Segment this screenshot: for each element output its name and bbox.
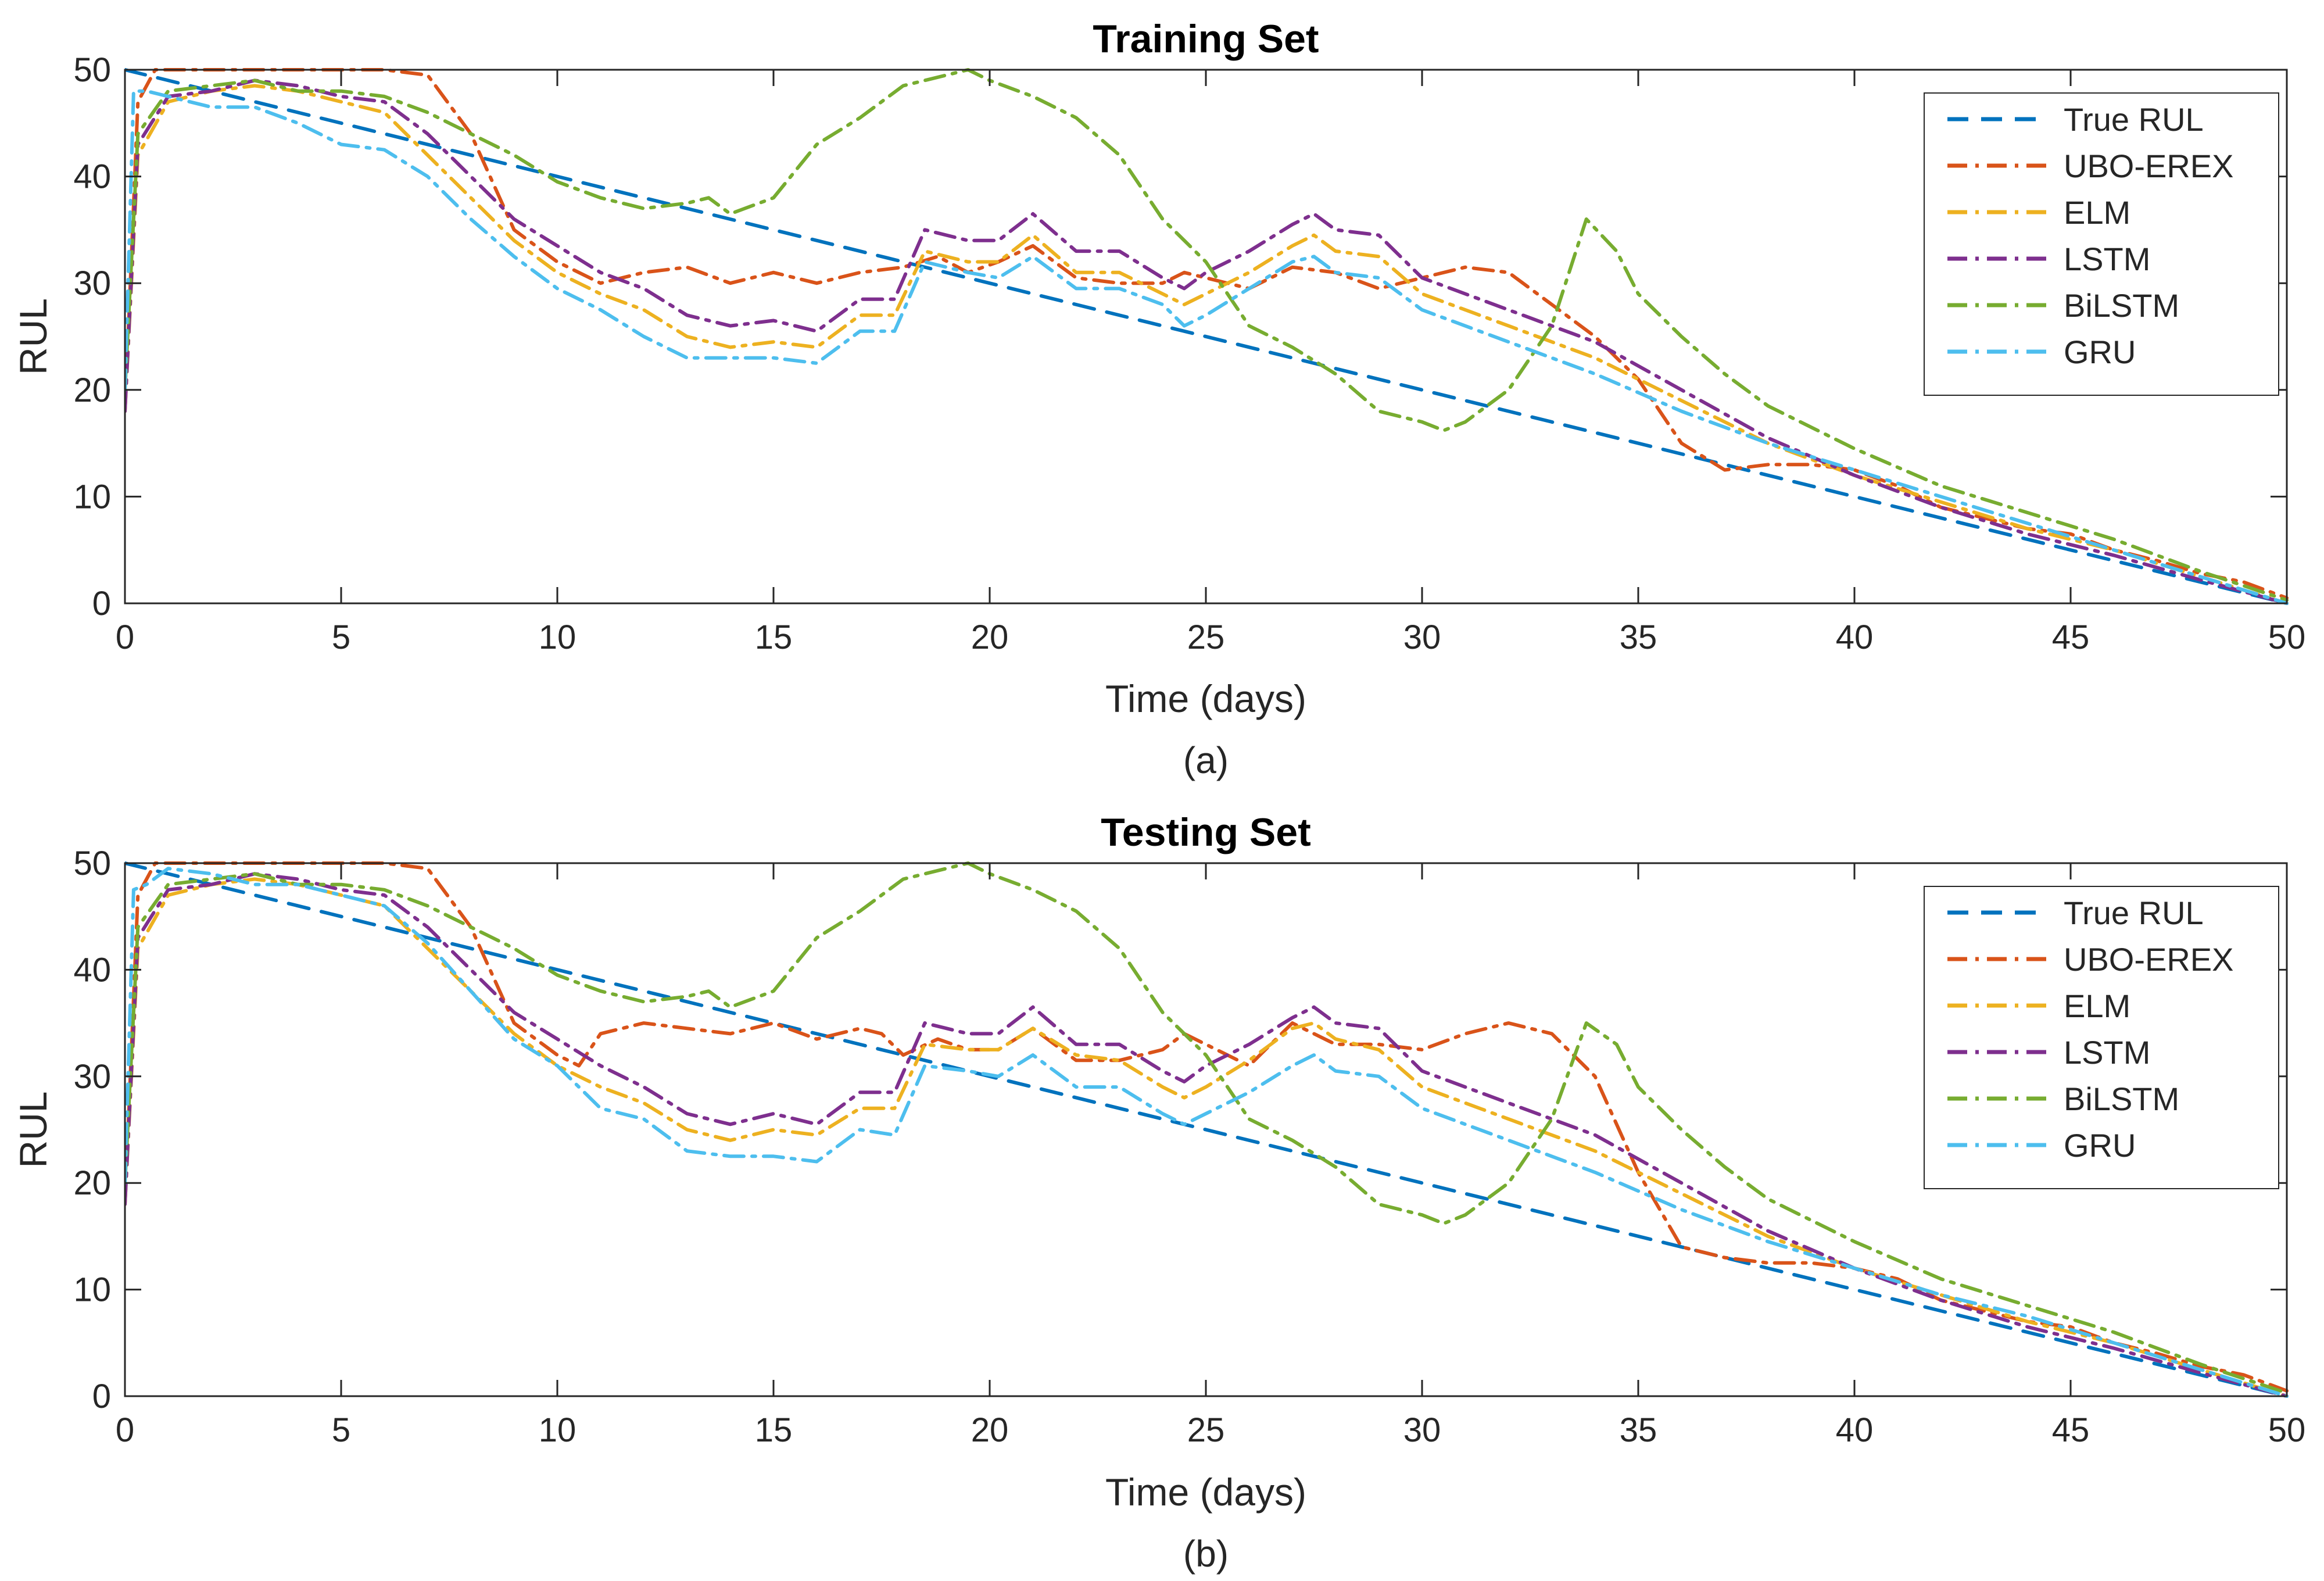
legend-entry: GRU (2064, 334, 2136, 370)
x-tick-label: 30 (1403, 1411, 1441, 1449)
legend-entry: BiLSTM (2064, 1081, 2179, 1117)
legend-entry: LSTM (2064, 1034, 2150, 1071)
x-tick-label: 20 (971, 1411, 1009, 1449)
x-tick-label: 5 (332, 618, 350, 656)
y-tick-label: 30 (73, 1058, 111, 1096)
chart-title: Training Set (1093, 17, 1319, 61)
x-tick-label: 50 (2268, 1411, 2306, 1449)
y-axis-label: RUL (12, 298, 55, 375)
series-line-elm (125, 84, 2289, 605)
x-tick-label: 50 (2268, 618, 2306, 656)
chart-panel-2: 0 5 10 15 20 25 30 35 40 45 50 0 10 20 30 40 50 Testing S… (12, 810, 2305, 1575)
x-tick-label: 40 (1836, 1411, 1874, 1449)
series-line-bilstm (125, 68, 2289, 602)
series-line-ubo-erex (125, 68, 2289, 600)
y-tick-label: 50 (73, 845, 111, 882)
x-tick-label: 40 (1836, 618, 1874, 656)
y-tick-label: 50 (73, 51, 111, 89)
legend-box (1924, 886, 2279, 1189)
legend: True RUL UBO-EREX ELM LSTM BiLSTM GRU (1924, 886, 2279, 1189)
y-tick-label: 0 (92, 1378, 111, 1415)
x-tick-label: 0 (116, 618, 134, 656)
y-tick-label: 30 (73, 264, 111, 302)
panel-caption: (b) (1183, 1533, 1229, 1575)
x-tick-label: 20 (971, 618, 1009, 656)
x-axis-label: Time (days) (1105, 1471, 1306, 1514)
chart-panel-1: 0 5 10 15 20 25 30 35 40 45 50 0 10 20 30 40 50 Training … (12, 17, 2305, 781)
series-line-gru (125, 89, 2289, 605)
y-tick-label: 0 (92, 585, 111, 623)
series-line-lstm (125, 78, 2289, 605)
series-group (125, 68, 2289, 605)
y-axis-label: RUL (12, 1091, 55, 1168)
y-tick-label: 20 (73, 1164, 111, 1202)
x-tick-label: 10 (539, 618, 576, 656)
y-tick-label: 40 (73, 158, 111, 196)
series-line-lstm (125, 872, 2289, 1398)
y-tick-label: 40 (73, 951, 111, 989)
x-tick-label: 10 (539, 1411, 576, 1449)
legend-entry: UBO-EREX (2064, 941, 2234, 978)
legend-entry: ELM (2064, 988, 2130, 1024)
x-tick-label: 15 (755, 618, 793, 656)
chart-title: Testing Set (1101, 810, 1310, 854)
legend-box (1924, 92, 2279, 396)
legend-entry: GRU (2064, 1127, 2136, 1164)
legend: True RUL UBO-EREX ELM LSTM BiLSTM GRU (1924, 92, 2279, 396)
x-tick-label: 35 (1620, 618, 1657, 656)
x-tick-label: 0 (116, 1411, 134, 1449)
legend-entry: BiLSTM (2064, 287, 2179, 324)
x-tick-label: 45 (2052, 618, 2090, 656)
x-tick-label: 25 (1187, 1411, 1225, 1449)
legend-entry: UBO-EREX (2064, 148, 2234, 184)
series-line-true-rul (125, 861, 2289, 1398)
y-tick-label: 10 (73, 1271, 111, 1309)
legend-entry: True RUL (2064, 101, 2204, 138)
x-tick-label: 5 (332, 1411, 350, 1449)
x-tick-label: 45 (2052, 1411, 2090, 1449)
y-tick-label: 10 (73, 478, 111, 516)
y-tick-label: 20 (73, 371, 111, 409)
x-tick-label: 15 (755, 1411, 793, 1449)
series-group (125, 861, 2289, 1398)
legend-entry: True RUL (2064, 895, 2204, 931)
panel-caption: (a) (1183, 739, 1229, 781)
x-tick-label: 25 (1187, 618, 1225, 656)
x-tick-label: 35 (1620, 1411, 1657, 1449)
legend-entry: ELM (2064, 194, 2130, 231)
x-tick-label: 30 (1403, 618, 1441, 656)
series-line-bilstm (125, 861, 2289, 1395)
legend-entry: LSTM (2064, 241, 2150, 277)
x-axis-label: Time (days) (1105, 677, 1306, 720)
series-line-gru (125, 867, 2289, 1398)
series-line-elm (125, 877, 2289, 1398)
series-line-true-rul (125, 68, 2289, 605)
